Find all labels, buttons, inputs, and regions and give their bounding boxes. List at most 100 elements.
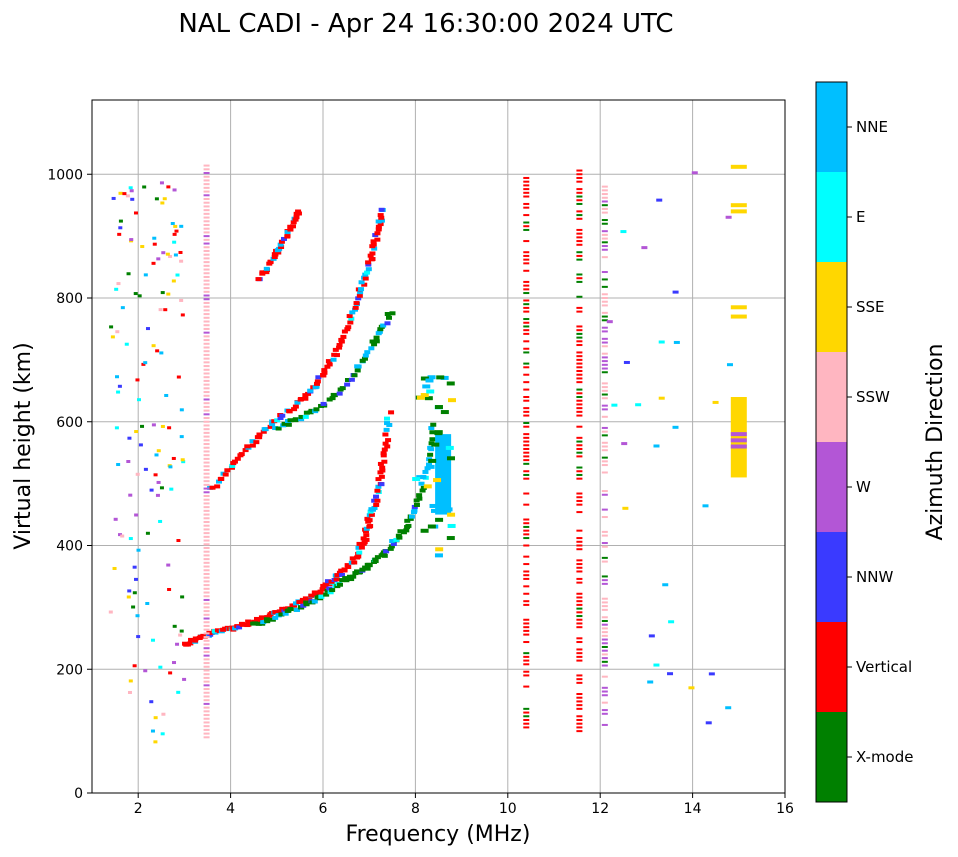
band-mark [601,653,608,656]
trace-mark [321,368,328,373]
band-mark [576,566,583,569]
band-mark [601,245,608,248]
band-mark [203,636,210,639]
trace-mark [371,246,378,251]
band-mark [576,540,583,543]
band-mark [203,472,210,475]
band-mark [601,207,608,210]
band-mark [576,466,583,469]
colorbar-tick-label: X-mode [856,748,913,766]
noise-mark [145,601,150,605]
band-mark [203,520,210,523]
trace-mark [300,603,307,608]
trace-mark [320,373,327,378]
band-mark [203,164,210,167]
noise-mark [420,376,429,381]
band-mark [601,360,608,363]
trace-mark [374,237,381,242]
band-mark [601,211,608,214]
band-mark [523,603,530,606]
noise-mark [172,232,177,236]
noise-mark [161,712,166,716]
band-mark [203,443,210,446]
band-mark [203,509,210,512]
band-mark [601,690,608,693]
band-mark [523,570,530,573]
noise-mark [133,292,138,296]
noise-mark [136,548,141,552]
band-mark [203,394,210,397]
band-mark [601,204,608,207]
noise-mark [126,272,131,276]
band-mark [601,241,608,244]
band-mark [576,236,583,239]
trace-mark [348,577,355,582]
trace-mark [330,357,337,362]
band-mark [576,652,583,655]
band-mark [523,455,530,458]
noise-mark [174,229,179,233]
noise-mark [131,605,136,609]
noise-mark [145,531,150,535]
band-mark [523,299,530,302]
band-mark [576,340,583,343]
band-mark [203,365,210,368]
band-mark [203,439,210,442]
trace-mark [350,574,357,579]
trace-mark [317,589,324,594]
noise-mark [179,298,184,302]
trace-mark [298,417,305,422]
band-mark [576,169,583,172]
trace-mark [358,287,365,292]
band-mark [203,201,210,204]
band-mark [576,370,583,373]
band-mark [576,444,583,447]
band-mark [523,577,530,580]
band-mark [601,386,608,389]
noise-mark [117,232,122,236]
trace-mark [279,413,286,418]
trace-mark [306,596,313,601]
band-mark [601,345,608,348]
trace-mark [294,400,301,405]
noise-mark [653,663,660,667]
noise-mark [171,279,176,283]
band-mark [576,607,583,610]
noise-mark [420,528,429,533]
band-mark [203,179,210,182]
noise-mark [178,250,183,254]
trace-mark [318,403,325,408]
noise-mark [169,487,174,491]
trace-mark [324,364,331,369]
trace-mark [374,231,381,236]
band-mark [203,602,210,605]
band-mark [601,222,608,225]
noise-mark [175,273,180,277]
band-mark [203,695,210,698]
band-mark [576,447,583,450]
band-mark [203,572,210,575]
colorbar-segment [816,712,847,802]
band-mark [523,585,530,588]
band-mark [523,522,530,525]
trace-mark [372,557,379,562]
band-mark [523,221,530,224]
trace-mark [295,209,302,214]
trace-mark [369,257,376,262]
trace-mark [353,301,360,306]
band-mark [203,242,210,245]
band-mark [203,175,210,178]
trace-mark [355,296,362,301]
noise-mark [691,171,698,175]
band-mark [576,473,583,476]
band-mark [576,726,583,729]
trace-mark [214,484,221,489]
band-mark [523,262,530,265]
trace-mark [267,424,274,429]
noise-mark [160,291,165,295]
band-mark [576,704,583,707]
noise-mark [128,537,133,541]
band-mark [203,528,210,531]
noise-mark [427,375,436,380]
trace-mark [302,396,309,401]
